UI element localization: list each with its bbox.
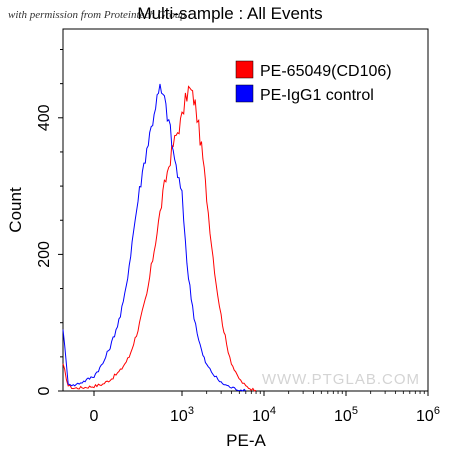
x-tick-label: 104: [252, 405, 276, 425]
x-axis: 0 103 104 105 106: [90, 391, 440, 425]
legend-label-cd106: PE-65049(CD106): [260, 63, 392, 80]
plot-frame: [62, 28, 429, 392]
x-tick-label: 105: [334, 405, 358, 425]
x-tick-label: 0: [90, 408, 99, 425]
chart-title: Multi-sample : All Events: [137, 4, 322, 23]
bottom-watermark: WWW.PTGLAB.COM: [262, 371, 420, 388]
top-watermark: with permission from Proteintech Group: [8, 9, 186, 21]
x-tick-exponent: 6: [434, 405, 440, 417]
legend-swatch-igg1: [235, 84, 254, 103]
y-tick-label: 400: [36, 104, 53, 131]
x-tick-exponent: 4: [270, 405, 276, 417]
x-tick-label: 106: [416, 405, 440, 425]
legend-label-igg1: PE-IgG1 control: [260, 87, 374, 104]
x-tick-exponent: 5: [352, 405, 358, 417]
y-tick-label: 200: [36, 241, 53, 268]
y-axis-label: Count: [6, 187, 25, 233]
legend-swatch-cd106: [235, 60, 254, 79]
x-tick-exponent: 3: [188, 405, 194, 417]
legend: PE-65049(CD106) PE-IgG1 control: [235, 60, 392, 104]
series-layer: [62, 83, 257, 392]
y-tick-label: 0: [36, 386, 53, 395]
series-line-0: [62, 85, 257, 392]
y-axis: 0 200 400: [36, 48, 63, 395]
series-line-1: [62, 83, 247, 392]
x-tick-label: 103: [170, 405, 194, 425]
x-axis-label: PE-A: [226, 431, 266, 450]
